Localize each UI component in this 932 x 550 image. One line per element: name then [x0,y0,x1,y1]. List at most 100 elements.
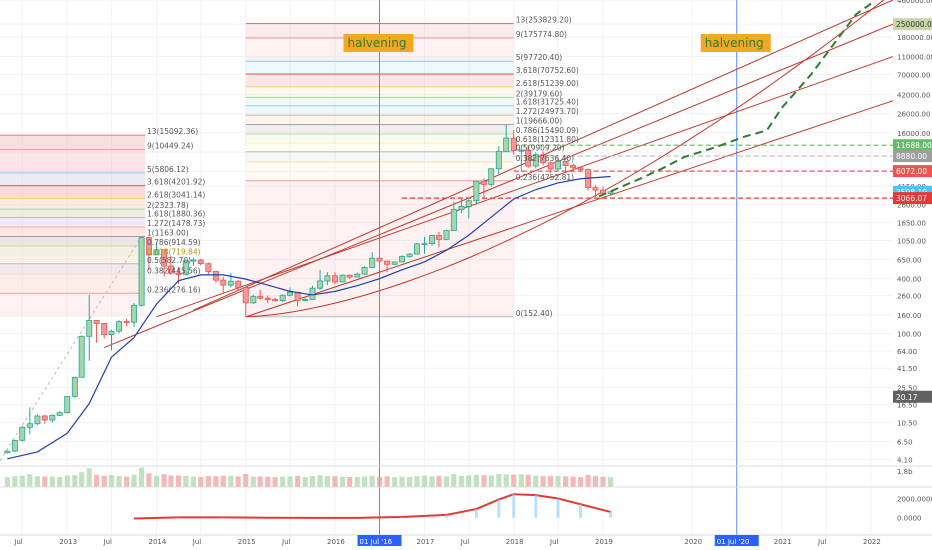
candle-body [473,180,480,202]
fib-2017-label: 1(19666.00) [516,117,562,126]
candle-body [197,259,204,265]
candle-body [429,235,436,245]
fib-2017-label: 1.618(31725.40) [516,98,579,107]
candle-body [562,161,569,166]
candle-body [435,235,442,240]
candle-body [227,280,234,286]
candle-body [161,249,168,267]
volume-bar [317,475,323,487]
price-badge-label: 20.17 [896,393,918,402]
fib-2017-label: 5(97720.40) [516,53,562,62]
candle-body [108,330,115,336]
volume-bar [287,476,293,487]
volume-bar [332,476,338,487]
candle-body [182,260,189,275]
volume-bar [205,476,211,487]
candle-body [93,320,100,324]
price-tick-label: 2600.00 [897,202,926,210]
time-tick-label: 2022 [863,538,881,546]
volume-bar [518,474,524,487]
candle-body [413,243,420,255]
volume-bar [42,476,48,487]
fib-2013-label: 13(15092.36) [147,127,198,136]
fib-2013-band [0,263,146,275]
candle-body [324,275,331,282]
fib-2017-label: 3.618(70752.60) [516,66,579,75]
oscillator-bar [609,511,613,518]
candle-body [167,265,174,274]
volume-bar [429,476,435,487]
price-badge-label: 250000.00 [896,20,932,29]
volume-bar [421,475,428,487]
volume-bar [86,468,92,487]
candle-body [64,395,71,414]
volume-bar [407,476,413,487]
candle-body [257,296,264,299]
fib-2013-band [0,149,146,173]
candle-body [34,415,41,425]
grid-layer [0,0,893,535]
candle-body [339,274,346,283]
volume-bar [555,476,561,487]
candle-body [145,237,152,256]
volume-bar [563,476,569,487]
time-tick-label: Jul [103,538,113,546]
volume-bar [592,476,598,487]
candle-body [235,280,242,288]
volume-bar [243,473,249,487]
time-tick-label: 2020 [684,538,702,546]
fib-2017-label: 9(175774.80) [516,30,567,39]
oscillator-tick-label: 0.0000 [897,515,922,523]
volume-bar [443,476,450,487]
time-tick-label: 2018 [506,538,524,546]
volume-bar [362,476,368,487]
time-tick-label: Jul [192,538,202,546]
volume-bar [280,476,286,487]
time-tick-label: Jul [13,538,23,546]
candle-body [406,253,413,257]
candle-body [272,299,279,301]
fib-2013-label: 0.236(276.16) [147,285,201,294]
volume-bar [376,476,383,487]
fib-2017-label: 0.236(4752.81) [516,173,574,182]
volume-bar [57,476,63,487]
oscillator-bar [578,504,582,518]
fib-2013-band [0,236,146,246]
candle-body [607,191,614,194]
fib-2017-label: 0.618(12311.80) [516,135,579,144]
volume-bar [4,477,10,487]
volume-bar [585,474,591,487]
volume-bar [12,476,18,487]
candle-body [421,243,428,246]
candle-body [123,321,130,323]
volume-bar [600,476,606,487]
candle-body [153,249,160,256]
candle-layer [4,124,614,454]
price-badge [893,139,932,152]
candle-body [391,261,398,265]
fib-2013-label: 0.5(582.70) [147,256,191,265]
time-tick-label: Jul [460,538,470,546]
volume-bar [525,474,531,487]
candle-body [600,189,606,194]
fib-2013-label: 1(1163.00) [147,228,189,237]
price-badge [893,150,932,163]
time-tick-label: Jul [281,538,291,546]
fib-2013-band [0,245,146,256]
volume-bar [295,475,301,487]
price-tick-label: 100.00 [897,330,922,338]
volume-bar [570,476,576,487]
volume-bar [108,475,115,487]
candle-body [346,274,353,278]
label-layer: 13(15092.36) 9(10449.24) 5(5806.12) 3.618(4… [147,16,932,403]
volume-bar [146,473,152,487]
volume-bar [153,476,160,487]
volume-layer [0,465,932,487]
growth-curve [245,0,885,318]
volume-bar [540,475,546,487]
oscillator-bar [445,514,448,518]
time-highlight-label: 01 Jul '16 [360,538,393,546]
candle-body [376,257,383,262]
